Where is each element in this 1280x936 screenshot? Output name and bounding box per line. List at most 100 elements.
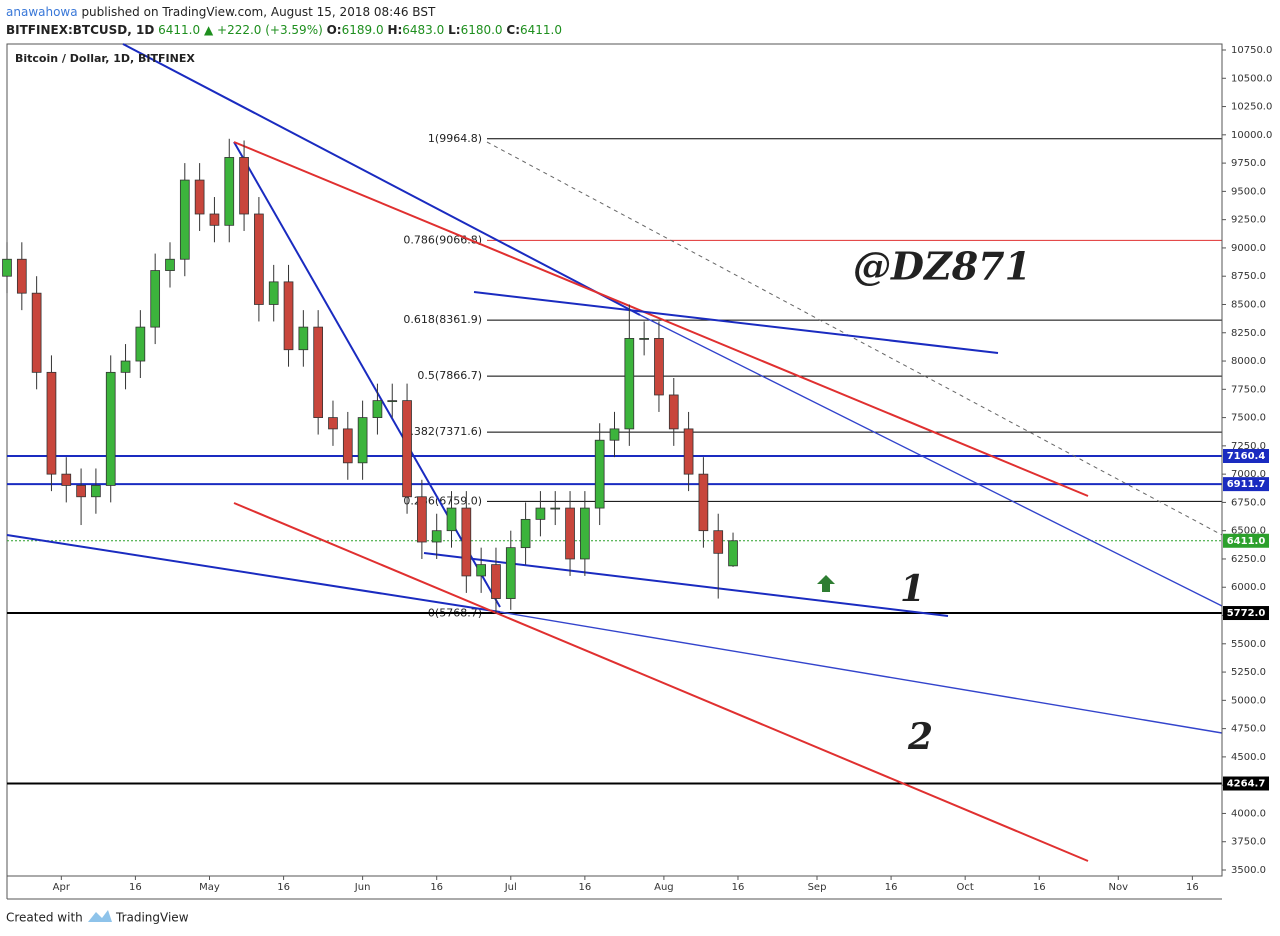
y-tick-label: 4000.0 xyxy=(1231,808,1266,819)
y-tick-label: 8000.0 xyxy=(1231,356,1266,367)
candle-body xyxy=(194,179,205,215)
candle-body xyxy=(476,564,486,577)
candle-body xyxy=(550,507,561,510)
x-tick-label: 16 xyxy=(578,882,591,893)
y-tick-label: 3500.0 xyxy=(1231,865,1266,876)
candle-body xyxy=(461,507,472,577)
trend-line xyxy=(122,43,641,316)
x-tick-label: Nov xyxy=(1109,882,1129,893)
ohlc-value: 6411.0 xyxy=(520,23,562,37)
y-tick-label: 4750.0 xyxy=(1231,724,1266,735)
ohlc-key: L: xyxy=(448,23,460,37)
ohlc-key: O: xyxy=(327,23,342,37)
y-tick-label: 6000.0 xyxy=(1231,582,1266,593)
candle-body xyxy=(165,258,175,271)
trend-line xyxy=(639,314,1223,607)
x-tick-label: 16 xyxy=(732,882,745,893)
y-tick-label: 9750.0 xyxy=(1231,158,1266,169)
y-tick-label: 7750.0 xyxy=(1231,384,1266,395)
y-tick-label: 10000.0 xyxy=(1231,130,1272,141)
y-tick-label: 8500.0 xyxy=(1231,299,1266,310)
x-tick-label: 16 xyxy=(430,882,443,893)
y-tick-label: 6250.0 xyxy=(1231,554,1266,565)
y-tick-label: 8250.0 xyxy=(1231,328,1266,339)
levels-layer: 1(9964.8)0.786(9066.8)0.618(8361.9)0.5(7… xyxy=(7,132,1222,785)
x-tick-label: Sep xyxy=(808,882,827,893)
change: +222.0 (+3.59%) xyxy=(217,23,323,37)
fib-label: 0.618(8361.9) xyxy=(403,313,482,326)
candle-body xyxy=(431,530,442,543)
ohlc-value: 6483.0 xyxy=(402,23,444,37)
x-tick-label: 16 xyxy=(129,882,142,893)
wave-label: 2 xyxy=(907,716,933,758)
x-tick-label: Jun xyxy=(354,882,371,893)
candle-body xyxy=(268,281,279,305)
y-tick-label: 10500.0 xyxy=(1231,73,1272,84)
trend-lines xyxy=(6,43,1223,862)
candle-body xyxy=(179,179,190,260)
fib-label: 0.5(7866.7) xyxy=(417,369,482,382)
candle-body xyxy=(624,338,635,430)
price-tag xyxy=(1223,533,1269,548)
y-tick-label: 3750.0 xyxy=(1231,837,1266,848)
candle-body xyxy=(209,213,220,226)
chart-title: Bitcoin / Dollar, 1D, BITFINEX xyxy=(15,52,195,65)
candle-body xyxy=(224,157,235,226)
candle-body xyxy=(313,326,324,418)
y-tick-label: 10750.0 xyxy=(1231,45,1272,56)
price-tag xyxy=(1223,606,1269,621)
axes: 3500.03750.04000.04250.04500.04750.05000… xyxy=(6,44,1280,900)
y-tick-label: 7000.0 xyxy=(1231,469,1266,480)
candle-body xyxy=(565,507,575,560)
price-tag-label: 5772.0 xyxy=(1227,608,1266,619)
candle-body xyxy=(402,400,412,498)
x-tick-label: Jul xyxy=(504,882,517,893)
y-tick-label: 7500.0 xyxy=(1231,413,1266,424)
ohlc-value: 6180.0 xyxy=(461,23,503,37)
candle-body xyxy=(46,371,57,475)
candle-body xyxy=(342,428,353,464)
price-tag-label: 6911.7 xyxy=(1227,479,1266,490)
candle-body xyxy=(698,473,709,532)
candle-body xyxy=(713,530,724,554)
author[interactable]: anawahowa xyxy=(6,5,78,19)
header-line-2: BITFINEX:BTCUSD, 1D 6411.0 ▲ +222.0 (+3.… xyxy=(6,23,562,37)
footer-brand[interactable]: TradingView xyxy=(115,911,189,925)
candle-body xyxy=(491,564,501,599)
candle-body xyxy=(298,326,309,351)
candle-body xyxy=(639,338,649,340)
candle-body xyxy=(357,417,368,464)
fib-label: 0.382(7371.6) xyxy=(403,425,482,438)
fib-label: 1(9964.8) xyxy=(428,132,482,145)
x-tick-label: 16 xyxy=(1186,882,1199,893)
price-tag xyxy=(1223,776,1269,791)
wave-label: 1 xyxy=(900,568,925,610)
candle-body xyxy=(283,281,294,351)
tradingview-logo xyxy=(88,910,112,922)
x-tick-label: 16 xyxy=(1033,882,1046,893)
candle-body xyxy=(668,394,679,430)
y-tick-label: 10250.0 xyxy=(1231,102,1272,113)
y-tick-label: 5500.0 xyxy=(1231,639,1266,650)
footer-created: Created with xyxy=(6,911,83,925)
ohlc-key: H: xyxy=(387,23,402,37)
candle-body xyxy=(535,507,546,520)
last-price: 6411.0 xyxy=(158,23,200,37)
published: published on TradingView.com, August 15,… xyxy=(81,5,436,19)
price-tag-label: 7160.4 xyxy=(1227,451,1266,462)
candle-body xyxy=(446,507,457,532)
up-arrow-icon xyxy=(817,575,835,592)
trend-line xyxy=(233,141,1089,497)
x-tick-label: Aug xyxy=(654,882,674,893)
candle-body xyxy=(728,540,738,567)
change-arrow: ▲ xyxy=(204,23,214,37)
candle-body xyxy=(328,417,338,430)
ohlc-value: 6189.0 xyxy=(342,23,384,37)
logo-icon xyxy=(88,910,112,922)
candle-body xyxy=(16,258,27,294)
x-tick-label: May xyxy=(199,882,220,893)
trend-line xyxy=(6,534,501,613)
candle-body xyxy=(135,326,146,362)
